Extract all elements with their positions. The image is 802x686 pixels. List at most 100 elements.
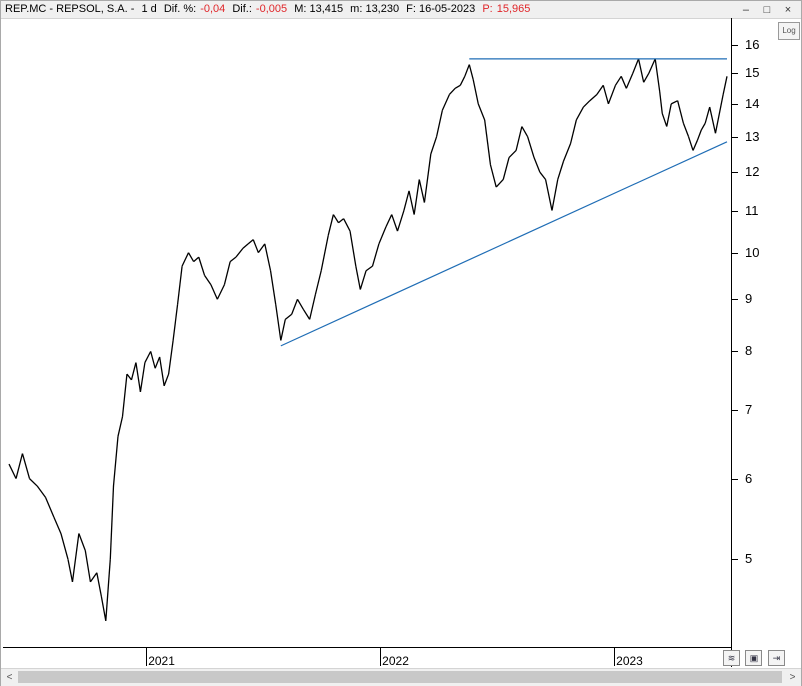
price-segment bbox=[53, 516, 62, 534]
price-segment bbox=[643, 73, 650, 83]
price-segment bbox=[130, 362, 137, 381]
y-tick-label: 12 bbox=[745, 164, 760, 180]
price-segment bbox=[459, 76, 466, 86]
price-segment bbox=[435, 110, 443, 137]
price-segment bbox=[242, 243, 249, 249]
price-segment bbox=[172, 304, 179, 341]
price-segment bbox=[607, 85, 617, 105]
price-segment bbox=[495, 179, 504, 188]
price-segment bbox=[418, 179, 426, 203]
y-tick-mark bbox=[732, 252, 738, 254]
price-chart[interactable] bbox=[3, 18, 731, 647]
price-segment bbox=[314, 270, 322, 295]
price-segment bbox=[150, 351, 156, 369]
y-tick-label: 13 bbox=[745, 128, 760, 144]
zigzag-button[interactable]: ≋ bbox=[723, 650, 740, 666]
price-segment bbox=[477, 103, 486, 121]
price-segment bbox=[121, 373, 128, 417]
price-segment bbox=[21, 453, 31, 479]
y-tick-mark bbox=[732, 44, 738, 46]
price-segment bbox=[280, 319, 286, 341]
price-label: P: bbox=[482, 3, 493, 15]
price-segment bbox=[403, 190, 410, 211]
price-segment bbox=[139, 362, 146, 392]
y-tick-mark bbox=[732, 73, 738, 75]
price-segment bbox=[468, 64, 474, 80]
price-segment bbox=[489, 164, 497, 188]
price-segment bbox=[602, 85, 610, 105]
price-segment bbox=[521, 126, 529, 137]
price-segment bbox=[670, 100, 678, 105]
date-label: F: 16-05-2023 bbox=[406, 3, 476, 15]
dif-pct-label: Dif. %: bbox=[163, 3, 197, 15]
price-segment bbox=[269, 270, 277, 305]
export-button[interactable]: ⇥ bbox=[767, 650, 785, 666]
maximize-button[interactable]: □ bbox=[763, 4, 771, 16]
log-scale-button[interactable]: Log bbox=[778, 22, 800, 40]
price-segment bbox=[109, 486, 115, 560]
price-segment bbox=[67, 559, 74, 583]
bottom-toolbar: ≋ ▣ ⇥ bbox=[723, 650, 801, 684]
price-segment bbox=[275, 304, 282, 341]
price-segment bbox=[441, 94, 451, 111]
save-button[interactable]: ▣ bbox=[745, 650, 763, 666]
price-segment bbox=[216, 284, 225, 300]
price-segment bbox=[36, 485, 47, 498]
price-segment bbox=[332, 214, 340, 224]
price-segment bbox=[291, 299, 299, 315]
y-tick-label: 15 bbox=[745, 65, 760, 81]
y-tick-label: 6 bbox=[745, 470, 753, 486]
price-segment bbox=[235, 247, 244, 258]
y-tick-mark bbox=[732, 559, 738, 561]
x-tick-mark bbox=[614, 648, 616, 666]
price-segment bbox=[159, 356, 165, 386]
price-segment bbox=[562, 143, 572, 162]
price-segment bbox=[126, 373, 132, 381]
minimize-button[interactable]: – bbox=[742, 4, 749, 16]
price-segment bbox=[343, 218, 351, 232]
price-segment bbox=[423, 153, 432, 203]
price-segment bbox=[620, 76, 627, 89]
price-segment bbox=[203, 274, 212, 286]
price-segment bbox=[296, 298, 304, 310]
scroll-thumb[interactable] bbox=[18, 671, 782, 683]
y-tick-label: 14 bbox=[745, 95, 760, 111]
price-segment bbox=[105, 559, 111, 621]
price-series bbox=[8, 58, 728, 621]
price-segment bbox=[371, 243, 380, 267]
x-axis: 2021 2022 2023 bbox=[3, 647, 731, 668]
price-segment bbox=[704, 106, 711, 124]
price-segment bbox=[181, 252, 190, 267]
price-segment bbox=[257, 243, 266, 254]
price-segment bbox=[527, 136, 535, 158]
price-segment bbox=[144, 351, 152, 363]
price-segment bbox=[309, 294, 317, 320]
y-tick-mark bbox=[732, 351, 738, 353]
scroll-right-icon[interactable]: > bbox=[789, 672, 796, 683]
horizontal-scrollbar[interactable]: < > bbox=[1, 668, 801, 686]
price-segment bbox=[614, 75, 622, 86]
price-segment bbox=[252, 239, 259, 253]
price-segment bbox=[544, 179, 553, 211]
support-trendline[interactable] bbox=[280, 141, 728, 347]
close-button[interactable]: × bbox=[784, 4, 792, 16]
y-tick-label: 11 bbox=[745, 202, 759, 218]
y-tick-mark bbox=[732, 172, 738, 174]
price-segment bbox=[187, 252, 195, 262]
price-segment bbox=[692, 139, 699, 151]
scroll-left-icon[interactable]: < bbox=[6, 672, 13, 683]
price-segment bbox=[15, 453, 24, 479]
price-segment bbox=[484, 119, 492, 165]
price-segment bbox=[338, 218, 345, 224]
price-segment bbox=[539, 171, 547, 180]
price-segment bbox=[709, 106, 717, 134]
y-tick-label: 16 bbox=[745, 36, 760, 52]
price-segment bbox=[378, 226, 387, 245]
y-tick-mark bbox=[732, 210, 738, 212]
price-segment bbox=[666, 103, 672, 127]
price-segment bbox=[84, 550, 92, 583]
price-segment bbox=[154, 356, 161, 369]
price-segment bbox=[396, 210, 405, 232]
price-segment bbox=[135, 362, 142, 392]
